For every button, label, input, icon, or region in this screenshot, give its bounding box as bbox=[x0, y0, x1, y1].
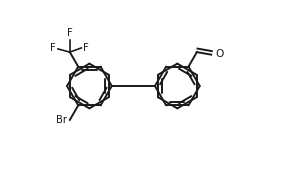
Text: F: F bbox=[50, 43, 56, 53]
Text: F: F bbox=[83, 43, 89, 53]
Text: Br: Br bbox=[56, 115, 67, 125]
Text: O: O bbox=[215, 49, 224, 59]
Text: F: F bbox=[67, 28, 73, 38]
